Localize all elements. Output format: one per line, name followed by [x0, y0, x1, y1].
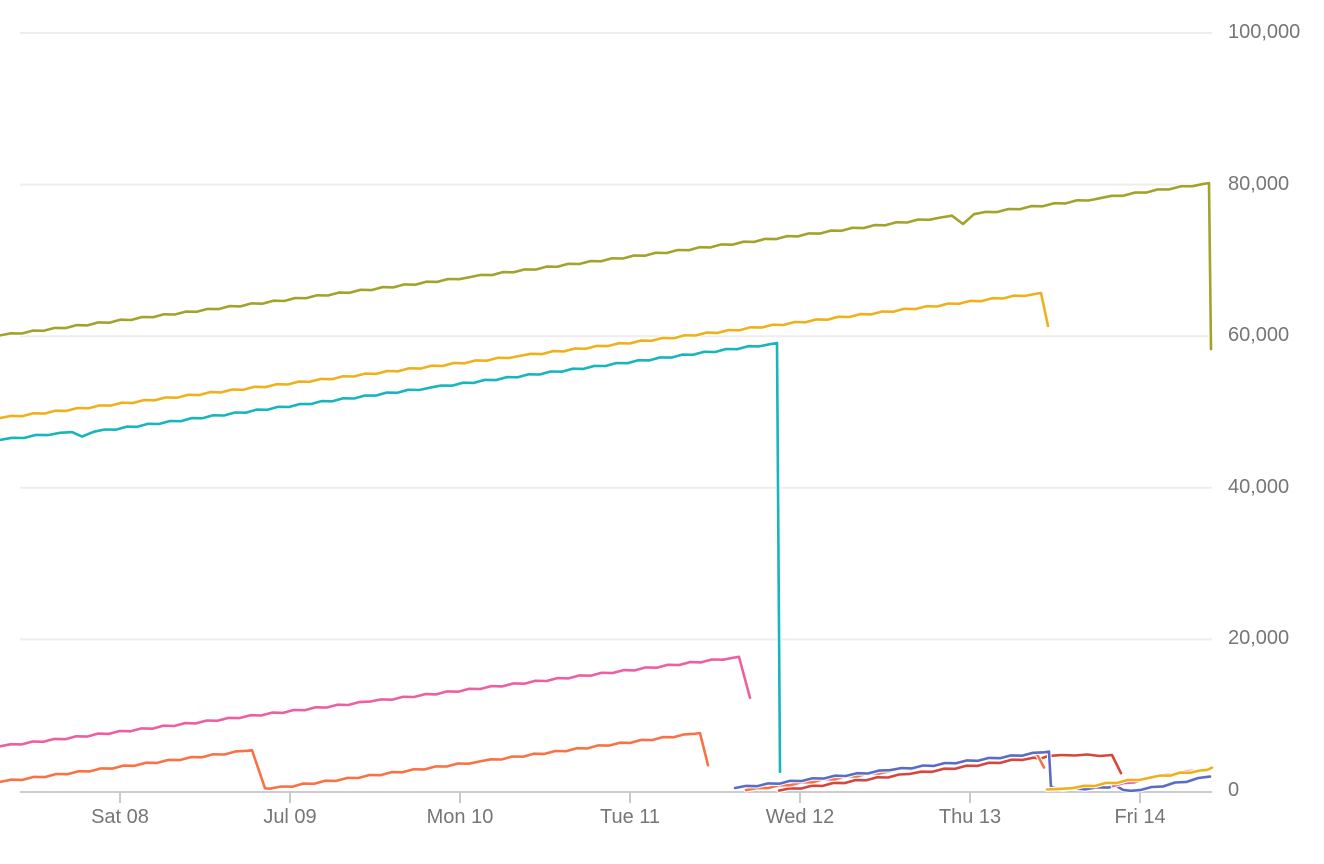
series-pink-line — [0, 655, 752, 748]
y-axis-label-60000: 60,000 — [1228, 324, 1290, 346]
series-teal-casing — [0, 340, 783, 774]
series-olive-line — [0, 181, 1213, 351]
series-red-casing — [776, 752, 1124, 793]
y-axis-label-0: 0 — [1228, 779, 1240, 801]
series-olive-casing — [0, 180, 1214, 352]
series-gold-b-line — [1045, 766, 1214, 791]
series-teal-line — [0, 341, 782, 773]
y-axis-label-40000: 40,000 — [1228, 476, 1290, 498]
x-axis-label-tue-11: Tue 11 — [599, 806, 661, 828]
y-axis-label-80000: 80,000 — [1228, 173, 1290, 195]
series-orange-line — [0, 731, 710, 790]
x-axis-label-wed-12: Wed 12 — [765, 806, 835, 828]
y-axis-label-100000: 100,000 — [1228, 21, 1301, 43]
x-axis-label-jul-09: Jul 09 — [263, 806, 317, 828]
x-axis-label-sat-08: Sat 08 — [91, 806, 149, 828]
x-axis-label-thu-13: Thu 13 — [938, 806, 1002, 828]
series-gold-line — [0, 291, 1050, 420]
series-orange-casing — [0, 730, 711, 791]
x-axis-label-fri-14: Fri 14 — [1114, 806, 1166, 828]
y-axis-label-20000: 20,000 — [1228, 627, 1290, 649]
series-red-line — [777, 753, 1123, 792]
series-gold-b-casing — [1044, 765, 1215, 792]
series-blue-line — [733, 750, 1212, 793]
x-axis-label-mon-10: Mon 10 — [426, 806, 494, 828]
